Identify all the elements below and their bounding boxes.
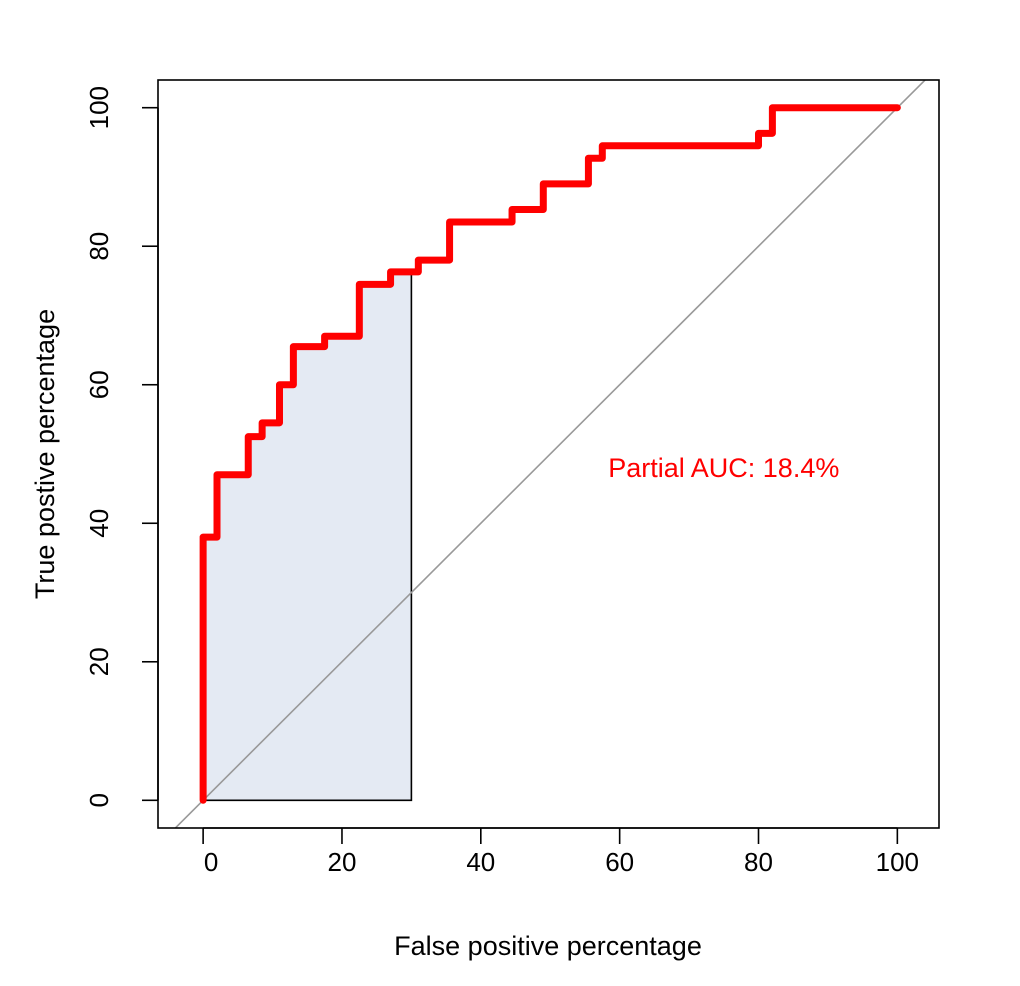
y-tick-label-20: 20 [84,647,114,676]
x-tick-label-40: 40 [466,847,495,877]
x-tick-label-20: 20 [328,847,357,877]
x-tick-label-0: 0 [204,847,218,877]
y-tick-label-0: 0 [84,793,114,807]
diagonal-layer [174,80,927,828]
y-tick-label-60: 60 [84,370,114,399]
y-axis-label: True postive percentage [30,309,60,599]
x-tick-label-60: 60 [605,847,634,877]
roc-curve-0 [199,104,901,804]
y-tick-label-80: 80 [84,232,114,261]
partial-auc-annotation: Partial AUC: 18.4% [608,453,839,483]
partial-auc-region [202,271,413,802]
x-axis-label: False positive percentage [394,931,702,961]
x-tick-label-100: 100 [876,847,919,877]
y-tick-label-40: 40 [84,509,114,538]
y-axis: 0 20 40 60 80 100 [84,86,159,808]
series-layer [199,104,901,804]
x-axis: 0 20 40 60 80 100 [202,827,919,877]
y-tick-label-100: 100 [84,86,114,129]
diagonal-line [174,80,927,828]
partial-auc-region-layer [202,271,413,802]
x-tick-label-80: 80 [744,847,773,877]
